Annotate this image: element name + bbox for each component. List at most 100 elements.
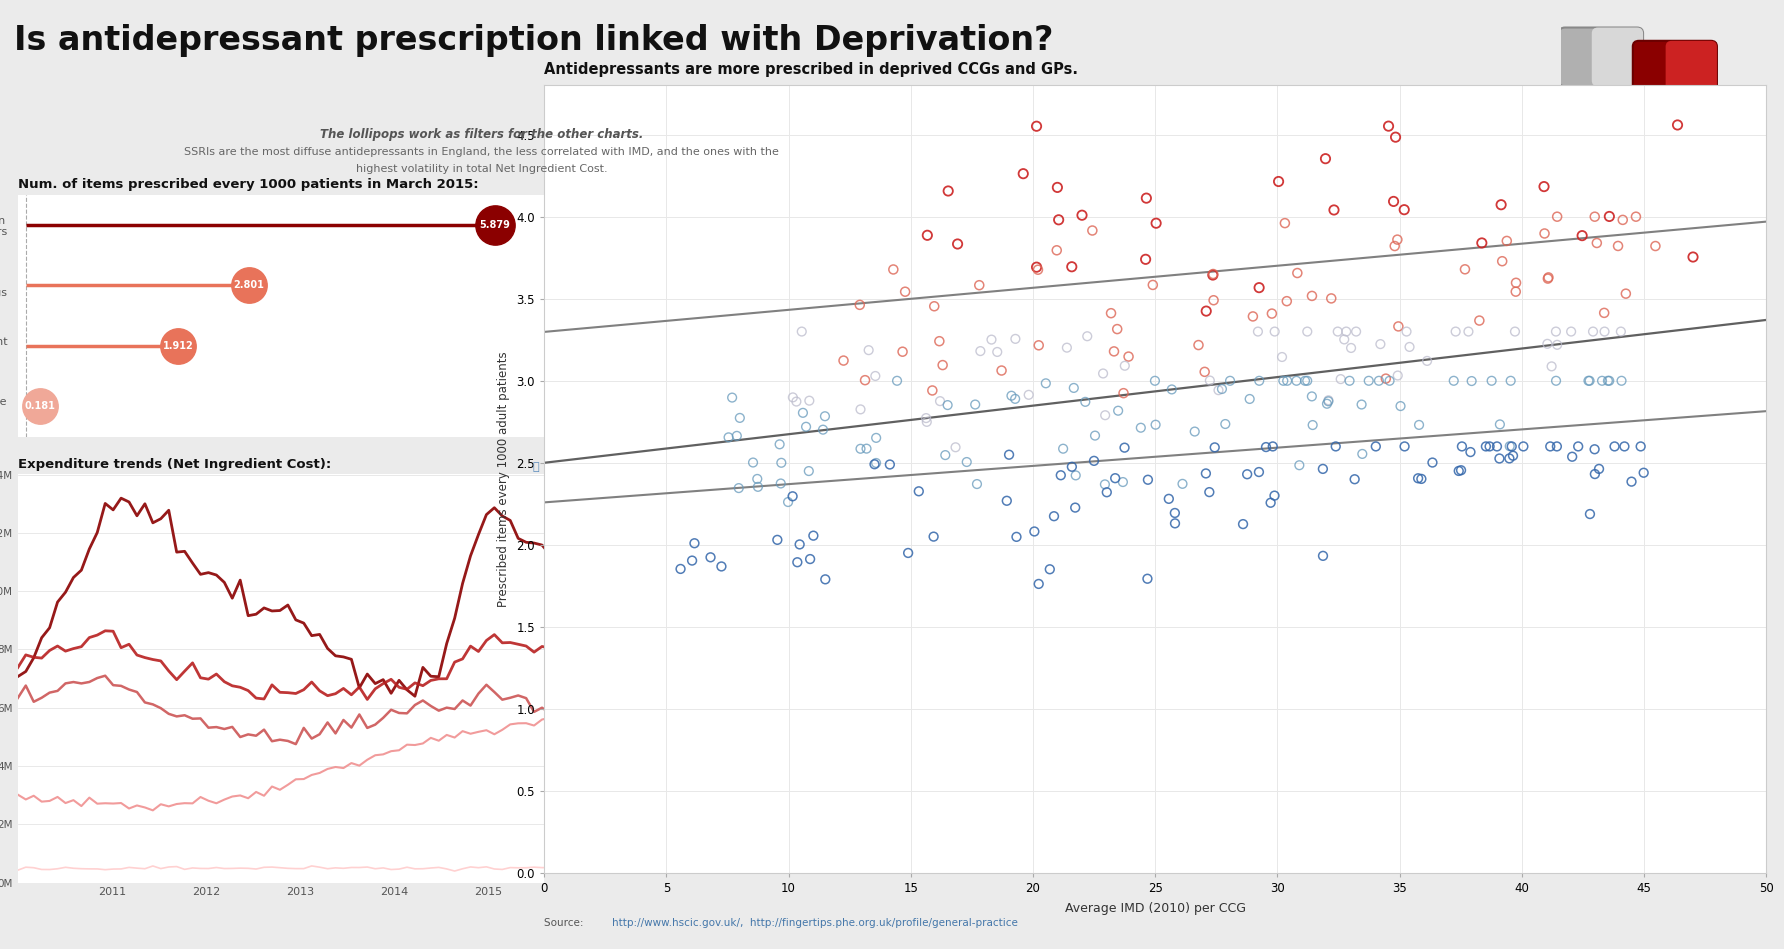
Point (1245, 464, 1274, 479)
Point (1395, 340, 1424, 355)
Point (1607, 324, 1636, 339)
Point (726, 410, 755, 425)
Point (787, 324, 815, 339)
Point (1588, 373, 1616, 388)
Point (1600, 438, 1629, 454)
Point (1568, 228, 1597, 243)
Text: The lollipops work as filters for the other charts.: The lollipops work as filters for the ot… (319, 128, 644, 141)
Point (1081, 428, 1110, 443)
Point (1158, 381, 1186, 397)
Point (1088, 366, 1117, 381)
Point (1486, 417, 1515, 432)
Point (1679, 250, 1707, 265)
Point (1001, 331, 1029, 346)
Point (480, 217, 508, 233)
Point (962, 397, 990, 412)
Point (1169, 476, 1197, 492)
Point (680, 535, 708, 550)
Point (678, 553, 706, 568)
Point (1532, 336, 1561, 351)
Point (799, 528, 828, 543)
Text: 2.801: 2.801 (234, 280, 264, 290)
Point (1454, 324, 1483, 339)
Point (1390, 202, 1418, 217)
Point (1327, 371, 1356, 386)
Point (1404, 471, 1433, 486)
Point (912, 411, 940, 426)
Point (1441, 324, 1470, 339)
Point (1629, 465, 1657, 480)
Point (1015, 387, 1044, 402)
Point (774, 494, 803, 510)
Point (1199, 267, 1227, 282)
Point (1101, 471, 1129, 486)
Point (1283, 373, 1311, 388)
Point (1573, 373, 1602, 388)
Point (1190, 364, 1218, 380)
Point (1354, 373, 1383, 388)
Point (1334, 373, 1363, 388)
Point (778, 489, 806, 504)
Point (1541, 324, 1570, 339)
Point (913, 228, 942, 243)
Point (1581, 467, 1609, 482)
Text: 0.181: 0.181 (25, 401, 55, 411)
Point (1022, 119, 1051, 134)
Point (796, 393, 824, 408)
Point (1488, 253, 1516, 269)
Point (1258, 438, 1286, 454)
Point (1575, 373, 1604, 388)
Point (1284, 457, 1313, 473)
Point (983, 344, 1012, 360)
Point (880, 262, 908, 277)
Point (1110, 385, 1138, 400)
Point (739, 455, 767, 470)
Text: 5.879: 5.879 (480, 220, 510, 230)
Point (744, 479, 772, 494)
Point (1215, 373, 1243, 388)
Point (1133, 473, 1161, 488)
Text: SSRIs are the most diffuse antidepressants in England, the less correlated with : SSRIs are the most diffuse antidepressan… (184, 147, 780, 158)
Point (862, 456, 890, 471)
Point (1261, 324, 1290, 339)
Point (1590, 306, 1618, 321)
Point (1195, 485, 1224, 500)
Point (1379, 194, 1408, 209)
Point (1322, 438, 1350, 454)
Point (1061, 500, 1090, 515)
Point (1208, 381, 1236, 397)
Point (1534, 270, 1563, 285)
Point (1044, 179, 1072, 195)
Point (1283, 266, 1311, 281)
Point (1557, 449, 1586, 464)
Point (1320, 202, 1349, 217)
Point (1131, 251, 1160, 267)
Point (965, 278, 994, 293)
Point (919, 529, 947, 544)
Point (1361, 438, 1390, 454)
Point (1502, 284, 1531, 299)
Point (1256, 495, 1284, 511)
Point (1541, 373, 1570, 388)
FancyBboxPatch shape (1591, 28, 1643, 86)
Point (714, 430, 742, 445)
Point (1044, 213, 1072, 228)
Point (1383, 368, 1411, 383)
Point (1381, 238, 1409, 253)
Point (1140, 373, 1169, 388)
Point (1538, 359, 1566, 374)
Point (706, 559, 735, 574)
Text: Antidepressants are more prescribed in deprived CCGs and GPs.: Antidepressants are more prescribed in d… (544, 63, 1078, 77)
Point (1347, 397, 1375, 412)
Point (1477, 373, 1506, 388)
Point (789, 405, 817, 420)
Point (1229, 516, 1258, 531)
Point (1374, 119, 1402, 134)
Point (1413, 353, 1441, 368)
Point (796, 551, 824, 567)
Point (846, 401, 874, 417)
Point (876, 456, 904, 472)
Point (1499, 448, 1527, 463)
Point (792, 419, 821, 435)
Point (913, 415, 942, 430)
